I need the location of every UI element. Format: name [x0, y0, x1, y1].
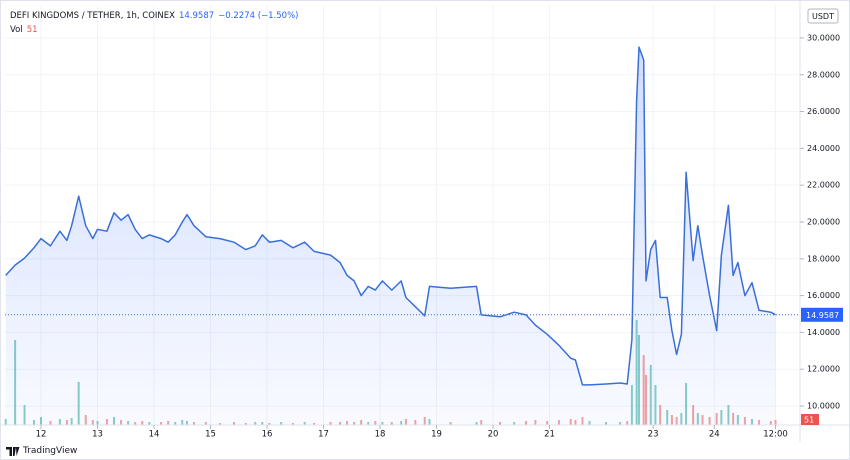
x-tick-label: 20 [488, 430, 499, 440]
price-line [5, 46, 776, 386]
x-tick-label: 23 [648, 430, 659, 440]
last-price: 14.9587 [178, 11, 215, 21]
brand-name: TradingView [23, 446, 78, 456]
y-tick-label: 14.0000 [807, 328, 840, 337]
legend-row: Vol 51 [10, 23, 298, 37]
x-tick-label: 13 [92, 430, 103, 440]
y-tick-label: 28.0000 [807, 70, 840, 79]
y-tick-label: 26.0000 [807, 107, 840, 116]
price-change: −0.2274 (−1.50%) [218, 11, 299, 21]
currency-label[interactable]: USDT [812, 12, 834, 21]
x-tick-label: 21 [544, 430, 555, 440]
volume-badge-label: 51 [804, 416, 814, 425]
volume-badge [801, 414, 819, 425]
x-tick-label: 17 [318, 430, 329, 440]
y-tick-label: 18.0000 [807, 254, 840, 263]
currency-button[interactable] [807, 8, 839, 24]
y-tick-label: 22.0000 [807, 181, 840, 190]
x-tick-label: 18 [375, 430, 386, 440]
y-tick-label: 30.0000 [807, 33, 840, 42]
legend: DEFI KINGDOMS / TETHER, 1h, COINEX 14.958… [10, 9, 298, 37]
volume-label: Vol [10, 25, 23, 35]
x-tick-label: 19 [431, 430, 442, 440]
legend-row: DEFI KINGDOMS / TETHER, 1h, COINEX 14.958… [10, 9, 298, 23]
last-price-badge-label: 14.9587 [806, 311, 839, 320]
x-tick-label: 16 [262, 430, 273, 440]
volume-bar [774, 420, 777, 425]
volume-value: 51 [26, 25, 38, 35]
last-price-badge [801, 307, 843, 322]
y-tick-label: 10.0000 [807, 402, 840, 411]
y-tick-label: 24.0000 [807, 144, 840, 153]
y-tick-label: 20.0000 [807, 217, 840, 226]
x-tick-label: 12 [36, 430, 47, 440]
x-tick-label: 24 [709, 430, 720, 440]
brand[interactable]: TradingView [6, 446, 77, 456]
y-tick-label: 16.0000 [807, 291, 840, 300]
x-tick-label: 14 [149, 430, 160, 440]
x-tick-label: 15 [205, 430, 216, 440]
price-area [5, 47, 776, 425]
x-tick-label: 12:00 [763, 430, 788, 440]
brand-logo [6, 446, 20, 456]
symbol: DEFI KINGDOMS / TETHER, 1h, COINEX [10, 11, 175, 21]
y-tick-label: 12.0000 [807, 365, 840, 374]
